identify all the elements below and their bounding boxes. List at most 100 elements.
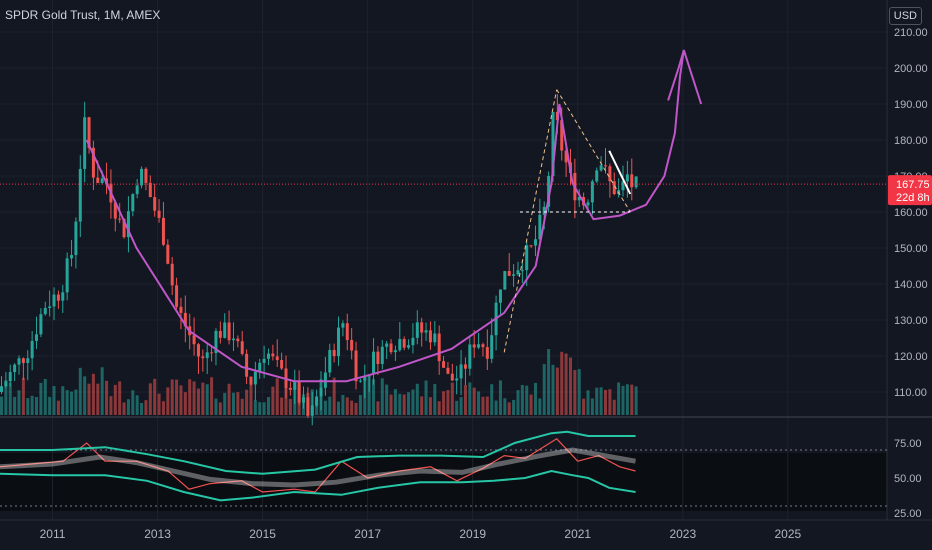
candle-body: [96, 177, 100, 183]
time-tick-label: 2011: [40, 527, 66, 541]
last-price-label: 167.75: [896, 179, 930, 191]
volume-bar: [411, 389, 415, 415]
volume-bar: [450, 382, 454, 415]
volume-bar: [249, 383, 253, 415]
price-tick-label: 130.00: [894, 315, 928, 327]
candle-body: [271, 353, 275, 357]
volume-bar: [507, 402, 511, 415]
projection-arrow-tail[interactable]: [667, 49, 685, 101]
candle-body: [533, 239, 537, 246]
volume-bar: [437, 401, 441, 415]
candle-body: [354, 350, 358, 382]
rsi-lower-band: [0, 469, 636, 502]
volume-bar: [564, 353, 568, 415]
volume-bar: [367, 377, 371, 415]
volume-bar: [319, 378, 323, 415]
candle-body: [463, 364, 467, 369]
candle-body: [83, 117, 87, 169]
volume-bar: [253, 400, 257, 415]
volume-bar: [503, 398, 507, 415]
volume-bar: [52, 386, 56, 415]
volume-bar: [415, 383, 419, 415]
volume-bar: [407, 392, 411, 415]
candle-body: [74, 221, 78, 256]
candle-body: [586, 202, 590, 206]
candle-body: [341, 323, 345, 328]
volume-bar: [573, 370, 577, 415]
triangle-top-line[interactable]: [556, 89, 631, 213]
volume-bar: [61, 386, 65, 415]
volume-bar: [293, 384, 297, 415]
candle-body: [240, 341, 244, 354]
volume-bar: [608, 389, 612, 415]
volume-bar: [218, 402, 222, 415]
volume-bar: [551, 364, 555, 415]
currency-button[interactable]: USD: [888, 7, 922, 25]
candle-body: [39, 314, 43, 335]
candle-body: [490, 335, 494, 359]
candle-countdown-label: 22d 8h: [896, 192, 930, 204]
volume-bar: [166, 387, 170, 415]
time-tick-label: 2021: [564, 527, 591, 541]
pennant-marker[interactable]: [608, 150, 632, 195]
volume-bar: [472, 387, 476, 415]
volume-bar: [214, 398, 218, 415]
candle-body: [393, 350, 397, 353]
candle-body: [411, 337, 415, 346]
triangle-rise-line[interactable]: [503, 89, 558, 353]
candle-body: [70, 255, 74, 259]
volume-bar: [389, 394, 393, 415]
time-tick-label: 2015: [249, 527, 276, 541]
volume-bar: [161, 401, 165, 415]
candle-body: [477, 344, 481, 348]
volume-bar: [148, 383, 152, 415]
candle-body: [48, 306, 52, 309]
volume-bar: [538, 398, 542, 415]
candle-body: [266, 353, 270, 359]
price-tick-label: 150.00: [894, 243, 928, 255]
cup-and-handle-curve[interactable]: [85, 49, 703, 383]
candle-body: [402, 338, 406, 348]
volume-bar: [634, 386, 638, 415]
candle-body: [542, 206, 546, 215]
candle-body: [170, 263, 174, 286]
volume-bar: [520, 384, 524, 415]
candle-body: [43, 308, 47, 315]
candle-body: [345, 323, 349, 340]
rsi-tick-label: 75.00: [894, 438, 922, 450]
volume-bar: [376, 401, 380, 415]
candle-body: [612, 181, 616, 195]
volume-bar: [560, 351, 564, 415]
candle-body: [608, 166, 612, 182]
volume-bar: [56, 400, 60, 415]
candle-body: [280, 360, 284, 369]
candle-body: [65, 258, 69, 293]
volume-bar: [525, 385, 529, 415]
candle-body: [262, 358, 266, 363]
volume-bar: [183, 392, 187, 415]
candle-body: [275, 356, 279, 361]
volume-bar: [345, 397, 349, 415]
volume-bar: [455, 400, 459, 415]
volume-bar: [91, 373, 95, 415]
volume-bar: [590, 398, 594, 415]
candle-body: [26, 358, 30, 363]
candle-body: [192, 335, 196, 345]
volume-bar: [477, 391, 481, 415]
volume-bar: [192, 381, 196, 415]
candle-body: [144, 168, 148, 183]
candle-body: [455, 378, 459, 381]
candle-body: [91, 147, 95, 178]
volume-bar: [485, 396, 489, 415]
candle-body: [503, 271, 507, 290]
volume-bar: [398, 393, 402, 415]
price-tick-label: 180.00: [894, 135, 928, 147]
candle-body: [498, 289, 502, 303]
price-tick-label: 110.00: [894, 387, 927, 399]
candle-body: [560, 120, 564, 151]
candle-body: [35, 334, 39, 341]
candle-body: [442, 361, 446, 368]
volume-bar: [533, 382, 537, 415]
price-tick-label: 140.00: [894, 279, 928, 291]
